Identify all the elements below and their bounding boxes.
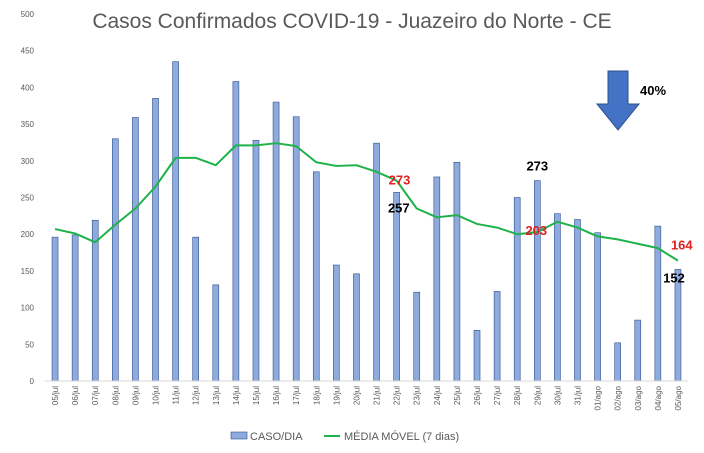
x-tick-label: 21/jul xyxy=(373,386,382,405)
x-tick-label: 08/jul xyxy=(111,386,120,405)
bar xyxy=(373,142,380,382)
x-tick-label: 26/jul xyxy=(473,386,482,405)
x-tick-label: 01/ago xyxy=(594,385,603,410)
data-annotation: 203 xyxy=(525,223,547,238)
bar xyxy=(71,234,79,382)
x-tick-label: 12/jul xyxy=(192,386,201,405)
data-annotation: 273 xyxy=(526,159,548,174)
bar xyxy=(172,61,179,382)
annotations: 273 257 273 203 164 152 40% xyxy=(388,83,693,285)
x-tick-label: 09/jul xyxy=(131,386,140,405)
bar-series xyxy=(51,61,682,382)
x-tick-label: 06/jul xyxy=(71,386,80,405)
x-tick-label: 13/jul xyxy=(212,386,221,405)
legend-label-bar: CASO/DIA xyxy=(250,431,303,443)
y-tick-label: 400 xyxy=(21,83,35,92)
data-annotation: 164 xyxy=(671,238,693,253)
chart-title: Casos Confirmados COVID-19 - Juazeiro do… xyxy=(92,10,611,33)
bar xyxy=(252,139,260,382)
bar xyxy=(533,180,541,382)
data-annotation: 257 xyxy=(388,200,410,215)
x-tick-label: 27/jul xyxy=(493,386,502,405)
bar xyxy=(413,291,421,382)
x-tick-label: 20/jul xyxy=(352,386,361,405)
bar xyxy=(634,319,642,382)
x-tick-label: 19/jul xyxy=(332,386,341,405)
bar xyxy=(594,232,601,382)
y-tick-label: 350 xyxy=(21,120,35,129)
legend: CASO/DIA MÉDIA MÓVEL (7 dias) xyxy=(230,430,459,443)
x-tick-label: 31/jul xyxy=(573,386,582,405)
arrow-shape xyxy=(595,70,641,131)
data-annotation: 152 xyxy=(663,270,685,285)
bar xyxy=(292,116,300,382)
percent-change-label: 40% xyxy=(640,83,666,98)
bar xyxy=(513,197,521,382)
x-tick-label: 30/jul xyxy=(553,386,562,405)
x-tick-label: 11/jul xyxy=(172,386,181,405)
x-tick-label: 23/jul xyxy=(413,386,422,405)
x-tick-label: 07/jul xyxy=(91,386,100,405)
y-tick-label: 150 xyxy=(21,267,35,276)
bar xyxy=(574,219,581,382)
x-tick-label: 22/jul xyxy=(393,386,402,405)
bar xyxy=(473,330,481,382)
x-tick-label: 18/jul xyxy=(312,386,321,405)
moving-average-line xyxy=(54,142,679,262)
bar xyxy=(353,273,360,382)
x-tick-label: 04/ago xyxy=(654,385,663,410)
bar xyxy=(51,236,59,382)
legend-label-line: MÉDIA MÓVEL (7 dias) xyxy=(344,430,459,443)
y-tick-label: 200 xyxy=(21,230,35,239)
bar xyxy=(453,161,461,382)
x-tick-label: 25/jul xyxy=(453,386,462,405)
x-tick-label: 16/jul xyxy=(272,386,281,405)
legend-swatch-bar xyxy=(230,431,248,440)
y-tick-label: 500 xyxy=(21,10,35,19)
x-tick-label: 02/ago xyxy=(614,385,623,410)
bar xyxy=(393,192,400,382)
y-tick-label: 0 xyxy=(30,377,35,386)
x-tick-label: 17/jul xyxy=(292,386,301,405)
x-tick-label: 03/ago xyxy=(634,385,643,410)
y-tick-label: 50 xyxy=(25,340,34,349)
bar xyxy=(554,213,561,382)
data-annotation: 273 xyxy=(389,173,411,188)
x-tick-label: 14/jul xyxy=(232,386,241,405)
y-tick-label: 300 xyxy=(21,157,35,166)
bar xyxy=(91,219,99,382)
x-tick-label: 28/jul xyxy=(513,386,522,405)
x-tick-label: 29/jul xyxy=(533,386,542,405)
bar xyxy=(212,284,220,382)
bar xyxy=(333,264,340,382)
x-tick-label: 05/jul xyxy=(51,386,60,405)
bar xyxy=(192,236,200,382)
bar xyxy=(433,176,441,382)
x-tick-label: 10/jul xyxy=(152,386,161,405)
x-tick-label: 05/ago xyxy=(674,385,683,410)
bar xyxy=(152,98,159,382)
bar xyxy=(132,117,139,382)
bar xyxy=(674,269,682,382)
bar xyxy=(312,171,320,382)
bar xyxy=(112,138,119,382)
bar xyxy=(232,81,240,382)
bar xyxy=(493,291,501,382)
down-arrow-icon xyxy=(595,70,641,131)
y-axis: 0 50 100 150 200 250 300 350 400 450 500 xyxy=(21,10,35,386)
x-tick-label: 15/jul xyxy=(252,386,261,405)
x-axis: 05/jul 06/jul 07/jul 08/jul 09/jul 10/jul 11/j… xyxy=(45,380,688,410)
line-series xyxy=(54,142,679,262)
bar xyxy=(614,342,621,382)
y-tick-label: 450 xyxy=(21,47,35,56)
x-tick-label: 24/jul xyxy=(433,386,442,405)
y-tick-label: 250 xyxy=(21,194,35,203)
y-tick-label: 100 xyxy=(21,304,35,313)
